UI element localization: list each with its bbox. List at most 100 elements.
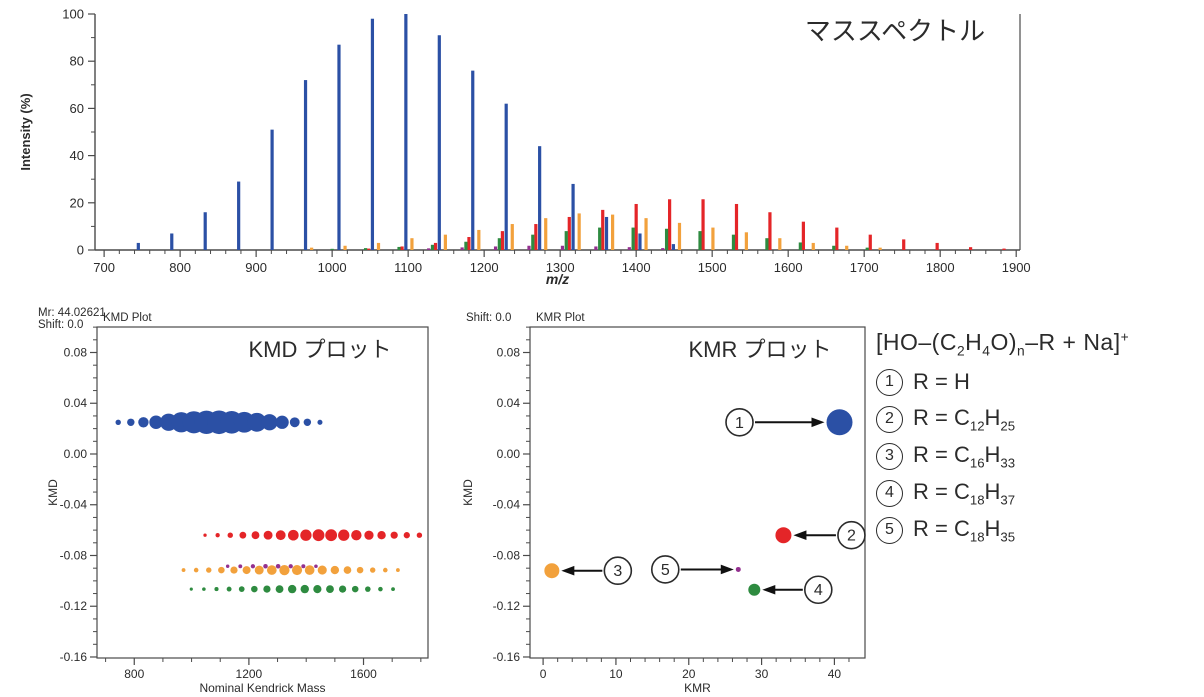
- kmd-bubble: [301, 564, 306, 569]
- ytick-label: 0.04: [497, 396, 521, 410]
- spectrum-bar: [1002, 248, 1006, 250]
- ytick-label: 0.00: [64, 447, 88, 461]
- spectrum-xtick-label: 1500: [698, 260, 727, 275]
- spectrum-bar: [765, 238, 769, 250]
- kmd-series: [189, 584, 395, 594]
- circled-number: 2: [876, 405, 903, 433]
- spectrum-bar: [343, 245, 347, 250]
- legend-item: 1 R = H: [876, 364, 1202, 401]
- kmd-bubble: [266, 565, 277, 575]
- formula-legend-items: 1 R = H 2 R = C12H25 3 R = C16H33 4 R = …: [876, 364, 1202, 549]
- plot-frame: [529, 326, 866, 659]
- spectrum-series: [330, 227, 869, 250]
- kmd-xlabel: Nominal Kendrick Mass: [199, 681, 325, 695]
- kmd-header-mr: Mr: 44.02621: [38, 307, 106, 319]
- spectrum-bar: [638, 233, 642, 250]
- kmd-bubble: [203, 533, 207, 537]
- arrow-head: [561, 565, 575, 576]
- spectrum-series: [136, 14, 676, 251]
- kmd-bubble: [291, 565, 303, 576]
- kmr-header-shift: Shift: 0.0: [466, 312, 511, 324]
- arrow-head: [720, 564, 734, 575]
- spectrum-xtick-label: 1300: [546, 260, 575, 275]
- kmd-bubble: [138, 417, 149, 428]
- spectrum-xtick-label: 900: [245, 260, 267, 275]
- ytick-label: -0.08: [60, 548, 88, 562]
- kmd-bubble: [312, 529, 325, 542]
- spectrum-ytick-label: 80: [70, 54, 84, 69]
- spectrum-bar: [237, 181, 241, 250]
- circled-number: 1: [876, 368, 903, 396]
- spectrum-bar: [330, 248, 334, 250]
- spectrum-bar: [801, 221, 805, 250]
- spectrum-bar: [170, 233, 174, 250]
- kmd-bubble: [242, 566, 251, 575]
- kmd-bubble: [303, 418, 312, 426]
- kmd-bubble: [215, 533, 220, 538]
- kmd-series: [225, 563, 318, 569]
- spectrum-bar: [270, 129, 274, 250]
- spectrum-ytick-label: 60: [70, 101, 84, 116]
- circled-number: [603, 556, 633, 586]
- spectrum-bar: [203, 212, 207, 250]
- spectrum-bar: [504, 103, 508, 251]
- kmd-bubble: [263, 530, 273, 540]
- kmd-plot-label: KMD Plot: [103, 312, 152, 324]
- kmd-bubble: [226, 586, 232, 592]
- spectrum-xtick-label: 1200: [470, 260, 499, 275]
- kmd-bubble: [251, 531, 260, 540]
- kmd-bubble: [251, 585, 258, 593]
- kmd-bubble: [416, 532, 423, 538]
- arrow-head: [793, 530, 807, 540]
- kmd-bubble: [403, 532, 410, 539]
- spectrum-bar: [644, 218, 648, 250]
- ytick-label: 0.00: [497, 447, 521, 461]
- spectrum-bar: [661, 248, 665, 250]
- kmd-bubble: [343, 566, 352, 574]
- spectrum-bar: [731, 234, 736, 250]
- kmd-bubble: [313, 585, 322, 594]
- spectrum-bar: [677, 222, 682, 250]
- kmr-plot-label: KMR Plot: [536, 312, 585, 324]
- spectrum-bar: [527, 245, 531, 250]
- spectrum-bar: [671, 244, 676, 250]
- spectrum-bar: [601, 209, 605, 250]
- kmd-bubble: [314, 564, 318, 569]
- formula-title: [HO–(C2H4O)n–R + Na]+: [876, 329, 1130, 359]
- kmd-bubble: [225, 564, 230, 568]
- kmr-point-group: 1: [725, 407, 853, 437]
- legend-item: 3 R = C16H33: [876, 438, 1202, 475]
- spectrum-bar: [627, 247, 631, 250]
- spectrum-bar: [664, 228, 669, 250]
- spectrum-bar: [310, 247, 314, 250]
- kmd-bubble: [377, 531, 386, 540]
- spectrum-ytick-label: 40: [70, 148, 84, 163]
- kmd-bubble: [364, 530, 374, 540]
- spectrum-xtick-label: 1100: [394, 260, 422, 275]
- kmd-bubble: [189, 587, 193, 591]
- spectrum-bar: [560, 245, 565, 250]
- ytick-label: -0.16: [493, 650, 521, 664]
- spectrum-bar: [430, 244, 435, 250]
- spectrum-bar: [968, 247, 973, 250]
- spectrum-bar: [460, 247, 464, 250]
- spectrum-bar: [337, 44, 341, 251]
- ytick-label: -0.12: [60, 599, 88, 613]
- ytick-label: -0.12: [493, 599, 521, 613]
- spectrum-bar: [136, 242, 140, 250]
- ytick-label: -0.04: [60, 498, 88, 512]
- spectrum-title: マススペクトル: [805, 16, 985, 46]
- kmd-bubble: [263, 563, 268, 569]
- kmd-bubble: [275, 415, 289, 429]
- kmd-bubble: [369, 567, 376, 573]
- spectrum-bar: [437, 35, 441, 250]
- circled-number: 5: [876, 516, 903, 544]
- circled-number: [804, 575, 833, 605]
- spectrum-bar: [404, 14, 408, 250]
- spectrum-bar: [768, 212, 772, 250]
- plot-frame: [96, 326, 429, 659]
- kmd-bubble: [338, 529, 350, 541]
- spectrum-bar: [370, 18, 375, 250]
- spectrum-bar: [778, 238, 782, 250]
